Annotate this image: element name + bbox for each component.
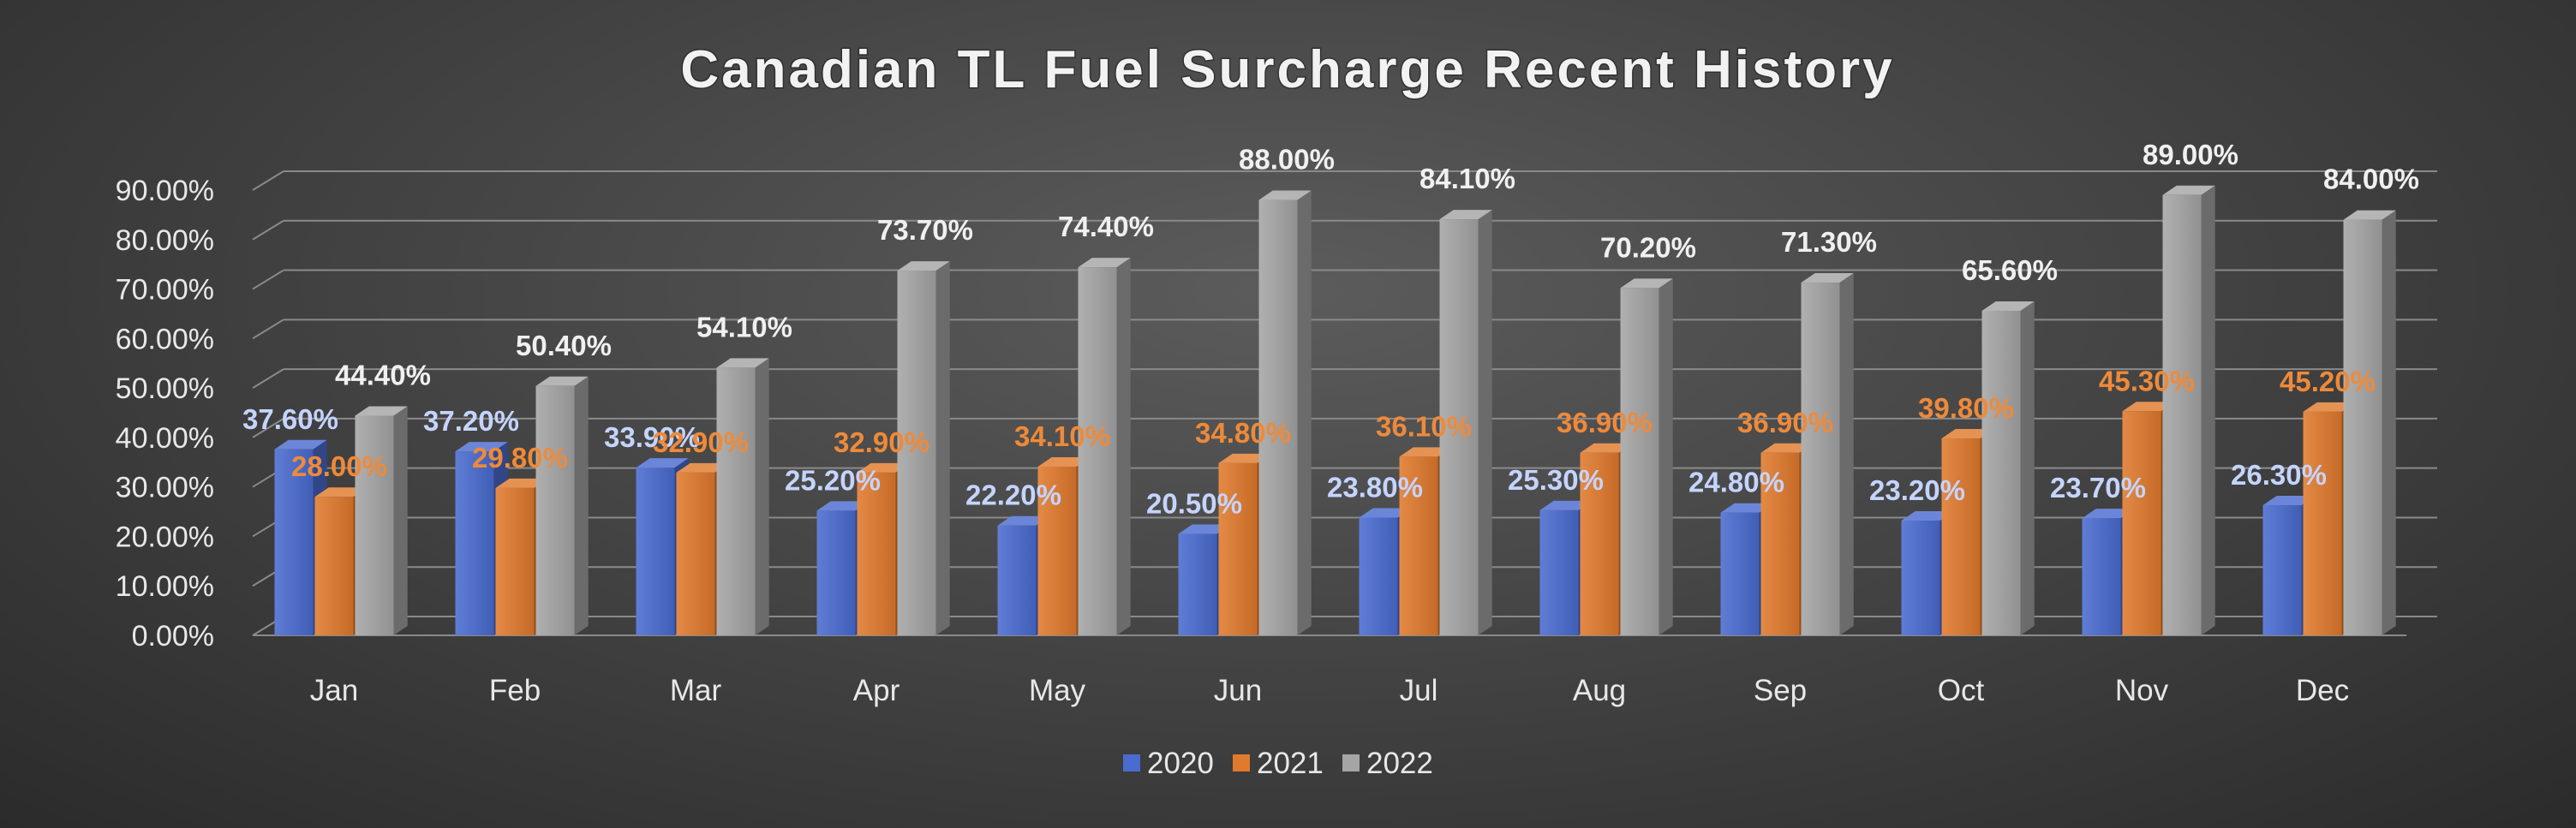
legend: 2020 2021 2022 [1123, 747, 1433, 780]
data-label-2020-Apr: 25.20% [785, 464, 881, 496]
data-label-2021-Apr: 32.90% [834, 426, 929, 458]
x-tick-label: Dec [2296, 674, 2349, 707]
legend-swatch [1123, 754, 1140, 771]
data-label-2022-May: 74.40% [1058, 211, 1154, 242]
data-label-2021-May: 34.10% [1014, 420, 1110, 452]
legend-item-2020: 2020 [1123, 747, 1214, 780]
bar-2022-Feb [535, 376, 589, 635]
bar-2022-Dec [2343, 210, 2396, 635]
x-tick-label: Aug [1573, 674, 1626, 707]
y-tick-label: 20.00% [116, 521, 214, 553]
x-tick-label: Nov [2115, 674, 2169, 707]
data-label-2020-May: 22.20% [965, 480, 1061, 511]
y-tick-label: 30.00% [116, 472, 214, 504]
legend-label: 2022 [1366, 747, 1433, 780]
x-tick-label: Sep [1754, 674, 1807, 707]
x-tick-label: Jan [310, 674, 358, 707]
y-axis-ticks: 0.00% 10.00% 20.00% 30.00% 40.00% 50.00% 60.00… [116, 175, 214, 652]
x-tick-label: Mar [670, 674, 722, 707]
legend-label: 2021 [1257, 747, 1324, 780]
y-tick-label: 90.00% [116, 175, 214, 207]
data-label-2022-Oct: 65.60% [1962, 254, 2058, 286]
bar-2022-Jun [1258, 190, 1312, 636]
data-label-2022-Feb: 50.40% [516, 330, 612, 361]
data-label-2022-Apr: 73.70% [877, 214, 973, 246]
bar-2022-Jul [1439, 210, 1492, 636]
x-tick-label: Jun [1214, 674, 1262, 707]
grid-line-side [252, 170, 284, 191]
chart-title: Canadian TL Fuel Surcharge Recent Histor… [680, 40, 1894, 99]
x-axis-ticks: Jan Feb Mar Apr May Jun Jul Aug Sep Oct Nov Dec [310, 674, 2349, 707]
grid-line-side [252, 418, 284, 438]
legend-item-2022: 2022 [1342, 747, 1433, 780]
bar-2022-Mar [716, 358, 769, 635]
x-tick-label: May [1029, 674, 1086, 707]
data-label-2021-Jan: 28.00% [291, 450, 387, 482]
data-label-2022-Jan: 44.40% [335, 359, 431, 390]
data-label-2021-Jun: 34.80% [1195, 417, 1291, 449]
data-label-2021-Mar: 32.90% [653, 426, 749, 458]
data-label-2020-Sep: 24.80% [1688, 467, 1784, 498]
data-label-2020-Jul: 23.80% [1327, 471, 1423, 503]
bar-2020-Jan [274, 439, 327, 635]
data-label-2020-Mar: 33.90% [604, 421, 700, 453]
grid-line-side [252, 219, 284, 241]
legend-item-2021: 2021 [1233, 747, 1324, 780]
y-tick-label: 0.00% [132, 620, 214, 652]
data-label-2021-Sep: 36.90% [1737, 407, 1833, 438]
legend-label: 2020 [1147, 747, 1214, 780]
bar-2022-Nov [2162, 185, 2215, 635]
data-labels: 37.60% 28.00% 44.40% 37.20% 29.80% 50.40% 33.9… [242, 139, 2419, 520]
x-tick-label: Feb [489, 674, 541, 707]
data-label-2022-Sep: 71.30% [1781, 226, 1877, 258]
data-label-2020-Jan: 37.60% [242, 403, 338, 435]
data-label-2020-Nov: 23.70% [2050, 472, 2146, 503]
x-tick-label: Oct [1938, 674, 1985, 707]
y-tick-label: 40.00% [116, 422, 214, 455]
data-label-2021-Oct: 39.80% [1918, 392, 2014, 424]
grid-line-side [252, 319, 284, 340]
data-label-2022-Jul: 84.10% [1419, 163, 1515, 194]
data-label-2020-Aug: 25.30% [1508, 464, 1604, 496]
data-label-2021-Feb: 29.80% [472, 442, 568, 474]
data-label-2022-Jun: 88.00% [1239, 144, 1335, 176]
grid-line-side [252, 269, 284, 290]
bar-2022-Oct [1981, 301, 2035, 635]
data-label-2020-Feb: 37.20% [423, 405, 519, 437]
data-label-2021-Aug: 36.90% [1557, 407, 1653, 438]
legend-swatch [1342, 754, 1360, 771]
y-tick-label: 70.00% [116, 274, 214, 307]
data-label-2022-Dec: 84.00% [2323, 164, 2419, 195]
bar-2022-Aug [1620, 278, 1673, 635]
data-label-2020-Jun: 20.50% [1146, 488, 1242, 520]
data-label-2021-Jul: 36.10% [1376, 410, 1472, 442]
bar-2022-Jan [355, 406, 408, 635]
bar-2022-Apr [897, 261, 950, 635]
data-label-2021-Nov: 45.30% [2099, 365, 2195, 396]
y-tick-label: 60.00% [116, 323, 214, 355]
data-label-2020-Oct: 23.20% [1869, 474, 1965, 506]
y-tick-label: 80.00% [116, 224, 214, 257]
bar-2022-May [1078, 258, 1131, 635]
legend-swatch [1233, 754, 1250, 771]
bar-2022-Sep [1801, 273, 1854, 635]
y-tick-label: 50.00% [116, 372, 214, 405]
data-label-2022-Nov: 89.00% [2143, 139, 2238, 170]
bars [274, 185, 2396, 636]
y-tick-label: 10.00% [116, 570, 214, 603]
data-label-2020-Dec: 26.30% [2231, 459, 2327, 491]
data-label-2021-Dec: 45.20% [2280, 366, 2376, 397]
x-tick-label: Jul [1400, 674, 1438, 707]
grid-line-side [252, 368, 284, 389]
data-label-2022-Mar: 54.10% [696, 311, 792, 343]
data-label-2022-Aug: 70.20% [1600, 231, 1696, 263]
x-tick-label: Apr [853, 674, 900, 707]
